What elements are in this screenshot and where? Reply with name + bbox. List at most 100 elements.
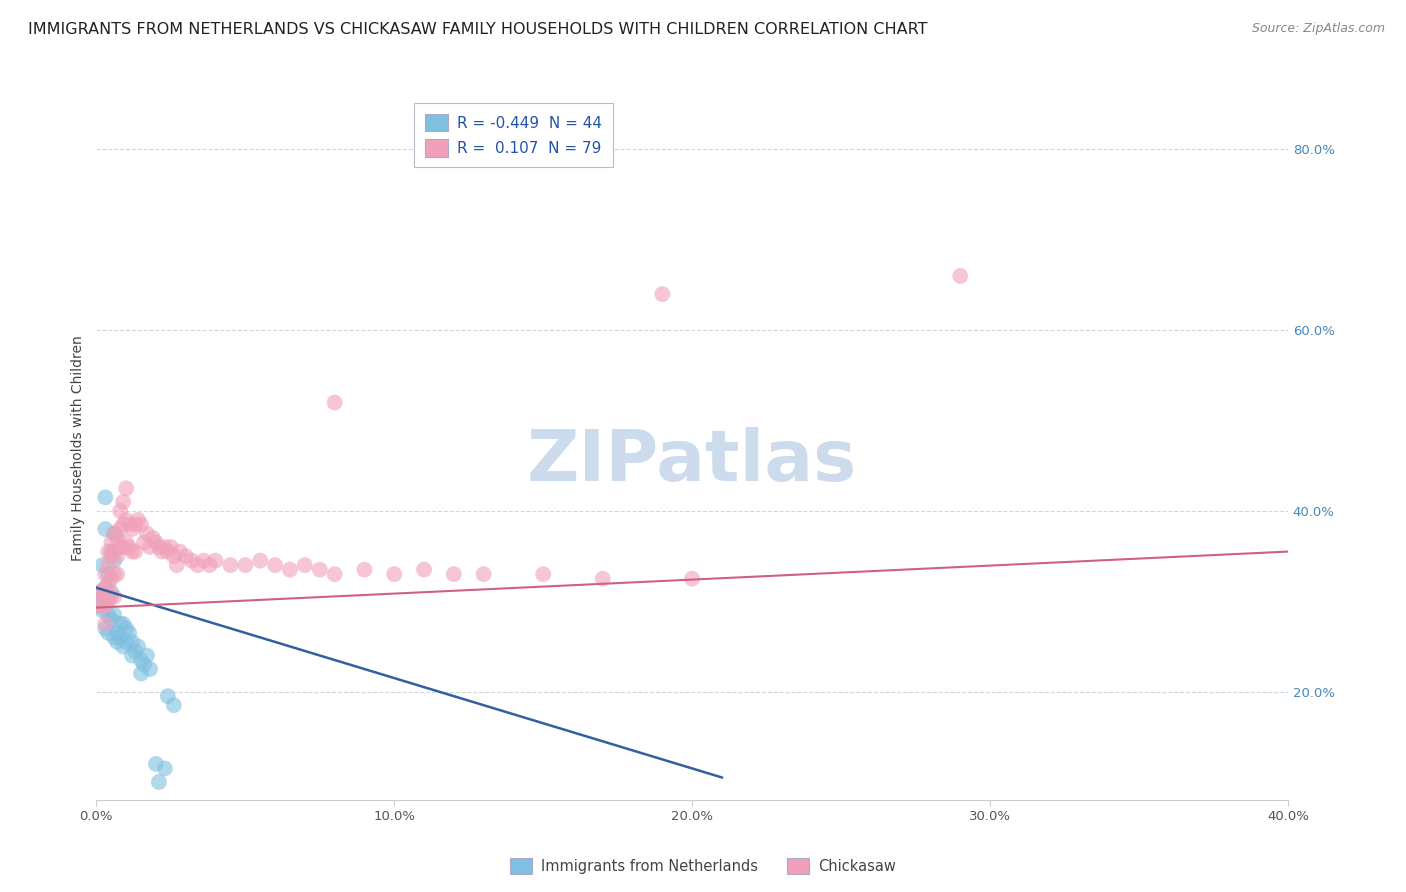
Point bbox=[592, 572, 614, 586]
Point bbox=[129, 517, 152, 532]
Point bbox=[249, 553, 271, 567]
Point bbox=[100, 590, 122, 604]
Point bbox=[118, 517, 141, 532]
Point bbox=[89, 585, 111, 599]
Point bbox=[139, 662, 162, 676]
Point bbox=[89, 585, 111, 599]
Point bbox=[153, 540, 176, 554]
Point bbox=[91, 558, 114, 573]
Text: IMMIGRANTS FROM NETHERLANDS VS CHICKASAW FAMILY HOUSEHOLDS WITH CHILDREN CORRELA: IMMIGRANTS FROM NETHERLANDS VS CHICKASAW… bbox=[28, 22, 928, 37]
Point bbox=[103, 567, 125, 582]
Point bbox=[105, 549, 128, 563]
Point bbox=[443, 567, 465, 582]
Point bbox=[121, 648, 143, 663]
Point bbox=[100, 544, 122, 558]
Point bbox=[949, 268, 972, 283]
Point bbox=[145, 535, 167, 549]
Point bbox=[233, 558, 256, 573]
Point bbox=[159, 540, 181, 554]
Point bbox=[163, 549, 186, 563]
Point bbox=[121, 635, 143, 649]
Point bbox=[89, 599, 111, 613]
Point bbox=[124, 544, 146, 558]
Point bbox=[94, 567, 117, 582]
Point bbox=[163, 698, 186, 713]
Point bbox=[353, 563, 375, 577]
Point bbox=[103, 526, 125, 541]
Point bbox=[94, 616, 117, 631]
Point bbox=[115, 535, 138, 549]
Point bbox=[129, 653, 152, 667]
Point bbox=[129, 666, 152, 681]
Point bbox=[91, 599, 114, 613]
Point bbox=[204, 553, 226, 567]
Point bbox=[121, 522, 143, 536]
Point bbox=[97, 590, 120, 604]
Point bbox=[219, 558, 242, 573]
Point bbox=[115, 513, 138, 527]
Point bbox=[264, 558, 287, 573]
Point bbox=[94, 522, 117, 536]
Point bbox=[105, 626, 128, 640]
Point bbox=[294, 558, 316, 573]
Point bbox=[121, 544, 143, 558]
Point bbox=[278, 563, 301, 577]
Point bbox=[105, 567, 128, 582]
Point bbox=[112, 616, 135, 631]
Point bbox=[681, 572, 703, 586]
Point bbox=[94, 491, 117, 505]
Point bbox=[112, 495, 135, 509]
Point bbox=[89, 599, 111, 613]
Point bbox=[382, 567, 405, 582]
Point bbox=[136, 648, 159, 663]
Point bbox=[531, 567, 554, 582]
Point bbox=[94, 581, 117, 595]
Point bbox=[97, 567, 120, 582]
Point bbox=[145, 756, 167, 771]
Point bbox=[100, 549, 122, 563]
Legend: Immigrants from Netherlands, Chickasaw: Immigrants from Netherlands, Chickasaw bbox=[505, 852, 901, 880]
Point bbox=[112, 540, 135, 554]
Point bbox=[97, 558, 120, 573]
Point bbox=[112, 517, 135, 532]
Point bbox=[323, 395, 346, 409]
Point bbox=[100, 585, 122, 599]
Point bbox=[124, 644, 146, 658]
Point bbox=[97, 626, 120, 640]
Point bbox=[108, 522, 131, 536]
Point bbox=[100, 535, 122, 549]
Point bbox=[323, 567, 346, 582]
Point bbox=[139, 540, 162, 554]
Point bbox=[153, 761, 176, 775]
Point bbox=[115, 481, 138, 495]
Point bbox=[132, 657, 155, 672]
Point bbox=[127, 513, 149, 527]
Point bbox=[100, 572, 122, 586]
Point bbox=[115, 635, 138, 649]
Point bbox=[103, 526, 125, 541]
Point bbox=[118, 626, 141, 640]
Text: ZIPatlas: ZIPatlas bbox=[527, 427, 858, 496]
Point bbox=[124, 517, 146, 532]
Point bbox=[118, 540, 141, 554]
Point bbox=[108, 631, 131, 645]
Point bbox=[108, 540, 131, 554]
Point bbox=[91, 585, 114, 599]
Point bbox=[169, 544, 191, 558]
Point bbox=[94, 599, 117, 613]
Point bbox=[198, 558, 221, 573]
Point bbox=[94, 599, 117, 613]
Point bbox=[100, 612, 122, 626]
Point bbox=[97, 594, 120, 608]
Point bbox=[103, 553, 125, 567]
Point bbox=[156, 544, 179, 558]
Point bbox=[180, 553, 202, 567]
Point bbox=[115, 621, 138, 635]
Point bbox=[156, 689, 179, 703]
Point bbox=[174, 549, 197, 563]
Point bbox=[103, 544, 125, 558]
Point bbox=[136, 526, 159, 541]
Point bbox=[97, 576, 120, 591]
Y-axis label: Family Households with Children: Family Households with Children bbox=[72, 334, 86, 560]
Point bbox=[91, 585, 114, 599]
